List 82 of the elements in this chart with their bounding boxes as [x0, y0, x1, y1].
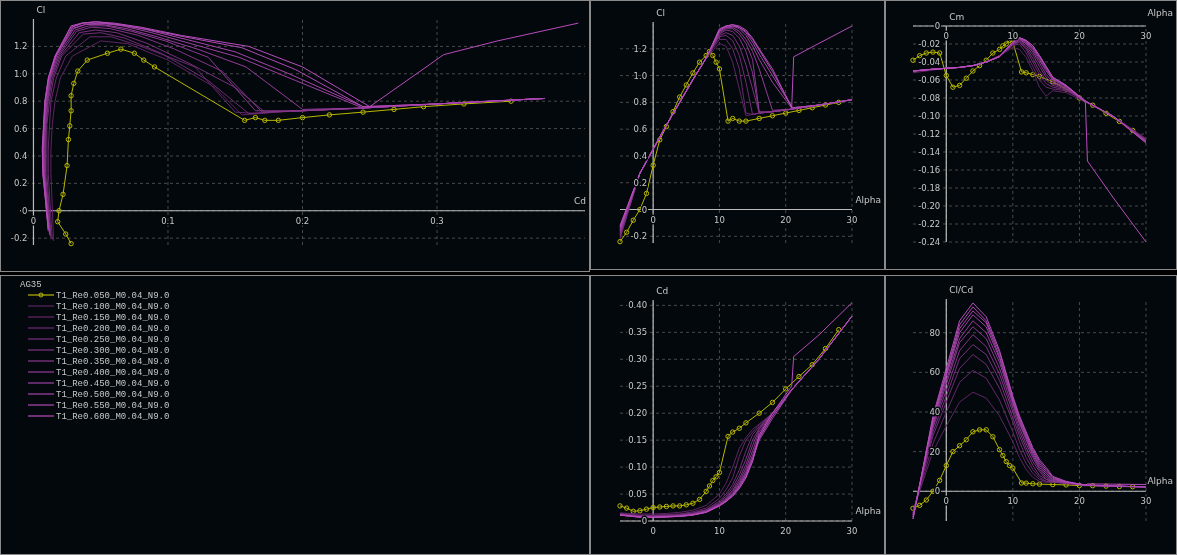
y-tick-label: 60: [929, 367, 941, 378]
x-tick-label: 0.1: [161, 215, 175, 226]
y-tick-label: -0.10: [918, 111, 941, 121]
y-tick-label: 0.15: [628, 435, 648, 446]
y-tick-label: 80: [929, 327, 941, 338]
y-tick-label: -0.2: [10, 233, 28, 244]
y-tick-label: -0.06: [918, 75, 941, 85]
y-tick-label: 0.30: [628, 354, 648, 365]
y-tick-label: 0.6: [13, 123, 28, 134]
y-tick-label: 0: [641, 516, 648, 526]
y-tick-label: -0.20: [918, 201, 941, 211]
y-tick-label: 20: [929, 446, 941, 457]
x-tick-label: 30: [846, 214, 858, 225]
x-tick-label: 30: [1140, 496, 1152, 507]
y-tick-label: 0: [641, 204, 648, 215]
legend-label: T1_Re0.350_M0.04_N9.0: [56, 357, 170, 367]
y-tick-label: -0.24: [918, 237, 941, 247]
y-tick-label: 0.4: [13, 150, 28, 161]
x-tick-label: 10: [1007, 496, 1019, 507]
x-tick-label: 0: [30, 215, 37, 226]
y-tick-label: 0.20: [628, 408, 648, 419]
legend-label: T1_Re0.550_M0.04_N9.0: [56, 401, 170, 411]
y-tick-label: 0.6: [633, 124, 648, 135]
legend-label: T1_Re0.100_M0.04_N9.0: [56, 302, 170, 312]
x-tick-label: 30: [1140, 31, 1152, 41]
y-tick-label: -0.2: [630, 231, 648, 242]
x-axis-title: Alpha: [855, 194, 881, 205]
legend-label: T1_Re0.150_M0.04_N9.0: [56, 313, 170, 323]
y-tick-label: 0: [934, 486, 941, 497]
y-tick-label: -0.04: [918, 57, 941, 67]
y-tick-label: 0.25: [628, 381, 648, 392]
y-tick-label: 0.05: [628, 489, 648, 500]
x-tick-label: 0.2: [295, 215, 310, 226]
y-axis-title: Cl: [656, 8, 665, 18]
legend-label: T1_Re0.300_M0.04_N9.0: [56, 346, 170, 356]
y-tick-label: 1.0: [633, 70, 648, 81]
y-tick-label: -0.16: [918, 165, 941, 175]
y-tick-label: 1.2: [633, 43, 648, 54]
y-tick-label: 1.0: [13, 68, 28, 79]
legend-title: AG35: [20, 280, 42, 290]
x-tick-label: 0: [650, 214, 656, 225]
x-axis-title: Alpha: [1147, 8, 1173, 18]
y-tick-label: 0.4: [633, 150, 648, 161]
y-axis-title: Cl: [36, 5, 46, 15]
y-axis-title: Cd: [656, 286, 669, 296]
y-tick-label: 0.2: [13, 178, 28, 189]
y-tick-label: -0.14: [918, 147, 941, 157]
y-tick-label: -0.08: [918, 93, 941, 103]
x-tick-label: 10: [1007, 31, 1019, 41]
y-axis-title: Cl/Cd: [949, 285, 974, 295]
x-tick-label: 0: [650, 526, 656, 536]
y-tick-label: -0.12: [918, 129, 941, 139]
y-tick-label: -0.18: [918, 183, 941, 193]
x-tick-label: 20: [1074, 496, 1085, 507]
y-tick-label: 1.2: [13, 41, 28, 52]
x-tick-label: 20: [780, 526, 792, 536]
x-axis-title: Alpha: [1147, 476, 1173, 487]
x-tick-label: 20: [1074, 31, 1085, 41]
x-axis-title: Cd: [574, 195, 586, 206]
y-tick-label: -0.02: [918, 39, 941, 49]
y-tick-label: 0.10: [628, 462, 648, 473]
legend-label: T1_Re0.600_M0.04_N9.0: [56, 412, 170, 422]
legend-label: T1_Re0.200_M0.04_N9.0: [56, 324, 170, 334]
x-tick-label: 10: [714, 526, 725, 536]
legend-label: T1_Re0.500_M0.04_N9.0: [56, 390, 170, 400]
y-tick-label: -0.22: [918, 219, 941, 229]
legend-label: T1_Re0.450_M0.04_N9.0: [56, 379, 170, 389]
y-tick-label: 0: [934, 21, 941, 31]
x-tick-label: 0.3: [430, 215, 444, 226]
y-tick-label: 0.35: [628, 327, 648, 338]
y-tick-label: 0.40: [628, 300, 648, 311]
x-tick-label: 20: [780, 214, 792, 225]
y-axis-title: Cm: [949, 12, 965, 22]
x-tick-label: 30: [846, 526, 858, 536]
y-tick-label: 0: [22, 205, 28, 216]
legend-label: T1_Re0.250_M0.04_N9.0: [56, 335, 170, 345]
legend-label: T1_Re0.050_M0.04_N9.0: [56, 291, 170, 301]
x-tick-label: 10: [714, 214, 725, 225]
x-axis-title: Alpha: [855, 506, 881, 516]
legend-label: T1_Re0.400_M0.04_N9.0: [56, 368, 170, 378]
y-tick-label: 0.8: [633, 97, 648, 108]
y-tick-label: 0.8: [13, 96, 28, 107]
